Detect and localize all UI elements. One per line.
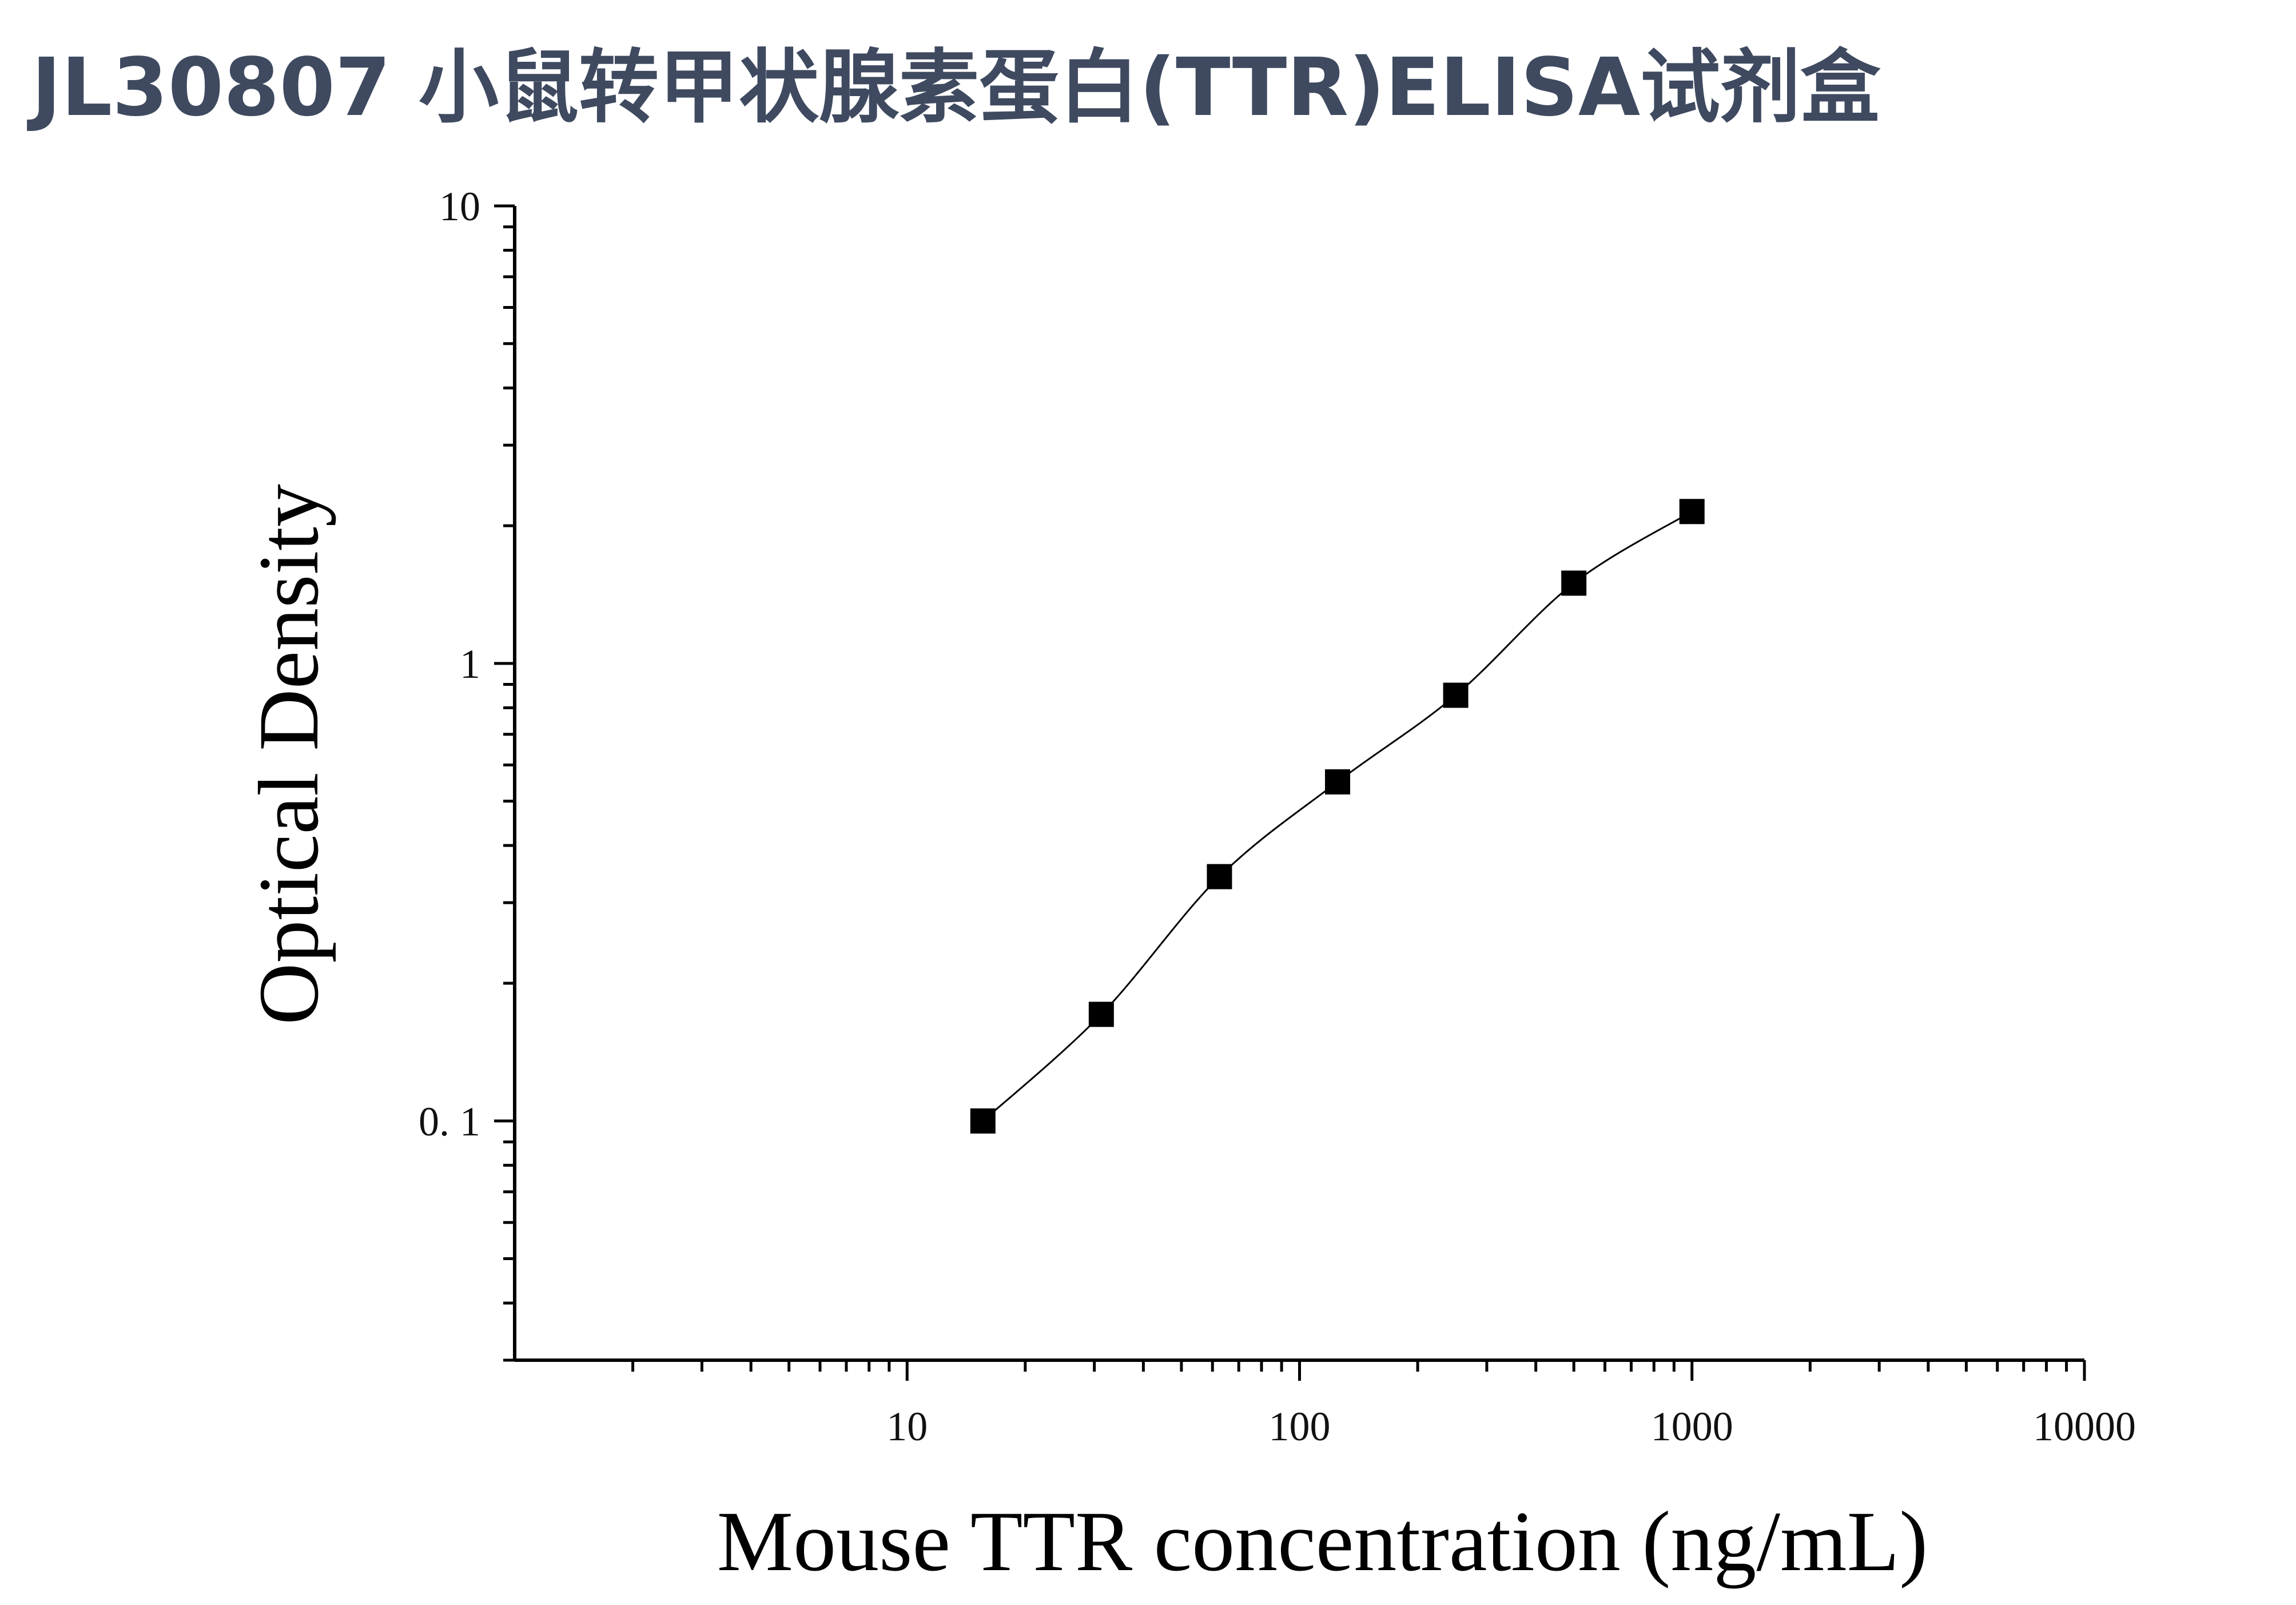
data-point <box>1443 682 1469 708</box>
data-point <box>1561 570 1587 596</box>
y-tick-label: 0. 1 <box>419 1099 480 1145</box>
data-point <box>970 1108 996 1134</box>
data-point <box>1325 769 1351 794</box>
data-point <box>1207 864 1232 889</box>
data-point <box>1679 499 1705 525</box>
y-tick-label: 1 <box>460 641 480 687</box>
chart-title: JL30807 小鼠转甲状腺素蛋白(TTR)ELISA试剂盒 <box>31 41 1881 134</box>
data-points <box>970 499 1705 1134</box>
x-tick-label: 100 <box>1269 1404 1331 1449</box>
data-point <box>1088 1002 1114 1027</box>
x-axis-label: Mouse TTR concentration (ng/mL) <box>717 1494 1928 1589</box>
x-tick-label: 10 <box>886 1404 928 1449</box>
y-tick-label: 10 <box>439 184 480 229</box>
fit-curve-layer <box>982 511 1693 1122</box>
fit-curve <box>982 511 1693 1122</box>
axes: 10 100 1000 10000 0. 1 1 10 <box>419 184 2136 1449</box>
x-tick-label: 1000 <box>1651 1404 1733 1449</box>
x-tick-label: 10000 <box>2033 1404 2136 1449</box>
y-axis-label: Optical Density <box>241 484 336 1025</box>
